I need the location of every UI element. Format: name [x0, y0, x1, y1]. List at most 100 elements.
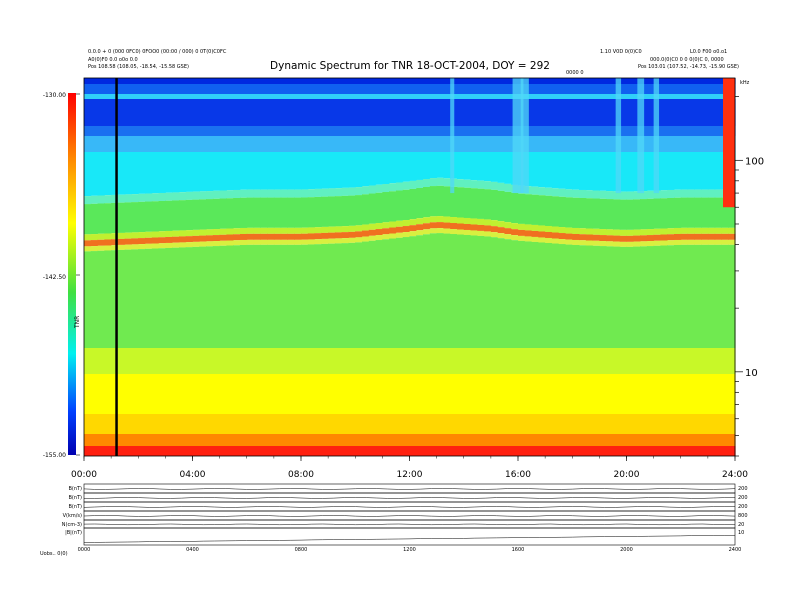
- spectrogram-cell: [429, 136, 438, 152]
- spectrogram-cell: [151, 248, 160, 348]
- spectrogram-cell: [667, 78, 675, 84]
- spectrogram-cell: [84, 251, 92, 348]
- spectrogram-cell: [673, 136, 682, 152]
- spectrogram-cell: [680, 99, 689, 126]
- spectrogram-cell: [714, 227, 723, 234]
- spectrogram-cell: [660, 234, 668, 241]
- spectrogram-cell: [321, 126, 329, 136]
- spectrogram-cell: [389, 126, 397, 136]
- spectrogram-cell: [612, 241, 621, 247]
- spectrogram-cell: [307, 227, 316, 234]
- spectrogram-cell: [551, 126, 560, 136]
- spectrogram-cell: [484, 181, 492, 190]
- spectrogram-cell: [90, 446, 99, 456]
- spectrogram-cell: [429, 186, 438, 217]
- spectrogram-cell: [253, 94, 261, 99]
- spectrogram-cell: [165, 374, 173, 414]
- spectrogram-cell: [633, 136, 641, 152]
- spectrogram-cell: [484, 94, 492, 99]
- spectrogram-cell: [206, 414, 214, 434]
- spectrogram-cell: [592, 414, 600, 434]
- spectrogram-cell: [565, 244, 573, 348]
- spectrogram-cell: [673, 152, 682, 190]
- spectrogram-cell: [178, 126, 187, 136]
- spectrogram-cell: [572, 434, 580, 446]
- spectrogram-cell: [558, 78, 567, 84]
- spectrogram-cell: [117, 136, 126, 152]
- spectrogram-cell: [341, 126, 350, 136]
- spectrogram-cell: [97, 348, 105, 374]
- spectrogram-cell: [579, 240, 587, 246]
- spectrogram-cell: [429, 99, 438, 126]
- spectrogram-cell: [151, 374, 160, 414]
- spectrogram-cell: [524, 241, 533, 348]
- spectrogram-cell: [382, 222, 390, 229]
- spectrogram-cell: [429, 94, 438, 99]
- spectrogram-cell: [233, 245, 241, 348]
- spectrogram-cell: [239, 374, 248, 414]
- spectrogram-cell: [538, 237, 546, 243]
- spectrogram-cell: [572, 446, 580, 456]
- spectrogram-cell: [687, 94, 695, 99]
- spectrogram-cell: [328, 243, 336, 348]
- spectrogram-cell: [273, 78, 282, 84]
- spectrogram-cell: [341, 414, 350, 434]
- spectrogram-cell: [131, 194, 139, 203]
- spectrogram-cell: [633, 229, 641, 236]
- spectrogram-cell: [504, 183, 512, 192]
- spectrogram-cell: [212, 99, 221, 126]
- spectrogram-cell: [612, 446, 621, 456]
- spectrogram-cell: [185, 230, 194, 237]
- spectrogram-cell: [599, 246, 607, 348]
- spectrogram-cell: [111, 434, 119, 446]
- spectrogram-cell: [280, 94, 289, 99]
- spectrogram-cell: [538, 94, 546, 99]
- spectrogram-cell: [707, 94, 716, 99]
- spectrogram-cell: [260, 94, 268, 99]
- spectrogram-cell: [226, 446, 234, 456]
- spectrogram-cell: [673, 244, 682, 348]
- spectrogram-cell: [429, 233, 438, 348]
- spectrogram-cell: [409, 231, 417, 237]
- spectrogram-cell: [314, 414, 322, 434]
- spectrogram-cell: [348, 374, 356, 414]
- spectrogram-cell: [565, 227, 573, 234]
- spectrogram-cell: [321, 94, 329, 99]
- spectrogram-cell: [484, 236, 492, 348]
- spectrogram-cell: [226, 136, 234, 152]
- spectrogram-cell: [646, 446, 655, 456]
- spectrogram-cell: [253, 227, 261, 234]
- spectrogram-cell: [307, 189, 316, 198]
- spectrogram-cell: [490, 237, 499, 348]
- spectrogram-cell: [178, 99, 187, 126]
- spectrogram-cell: [104, 374, 112, 414]
- spectrogram-cell: [551, 243, 560, 348]
- spectrogram-cell: [90, 348, 99, 374]
- spectrogram-cell: [660, 84, 668, 94]
- spectrogram-cell: [667, 84, 675, 94]
- header-left-position: Pos 108.58 (108.05, -18.54, -15.58 GSE): [88, 64, 189, 70]
- spectrogram-cell: [572, 136, 580, 152]
- spectrogram-cell: [158, 231, 166, 238]
- spectrogram-cell: [653, 245, 662, 348]
- spectrogram-cell: [707, 197, 716, 228]
- spectrogram-cell: [172, 414, 180, 434]
- spectrogram-cell: [348, 78, 356, 84]
- spectrogram-cell: [382, 434, 390, 446]
- spectrogram-cell: [348, 434, 356, 446]
- spectrogram-cell: [287, 84, 295, 94]
- header-left-line2: A0(0)F0 0.0 o0o 0.0: [88, 57, 138, 63]
- spectrogram-cell: [592, 245, 600, 348]
- spectrogram-cell: [158, 243, 166, 249]
- spectrogram-cell: [409, 136, 417, 152]
- spectrogram-cell: [362, 186, 370, 195]
- panel-frame: [83, 492, 736, 503]
- spectrogram-cell: [687, 126, 695, 136]
- spectrogram-cell: [341, 348, 350, 374]
- panel-label: B(nT): [68, 495, 82, 501]
- spectrogram-cell: [104, 348, 112, 374]
- spectrogram-cell: [226, 78, 234, 84]
- spectrogram-cell: [518, 348, 526, 374]
- spectrogram-cell: [416, 414, 424, 434]
- spectrogram-cell: [97, 233, 105, 240]
